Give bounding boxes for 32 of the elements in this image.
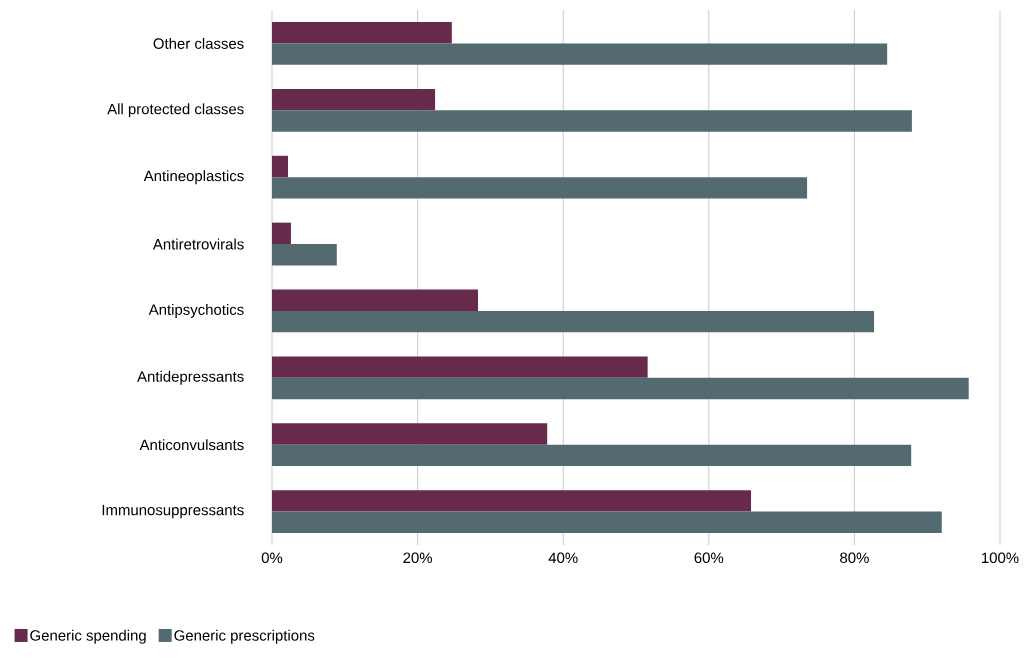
y-tick-label: Anticonvulsants <box>139 439 244 451</box>
bar <box>272 511 942 533</box>
legend-label: Generic prescriptions <box>174 629 315 644</box>
bar <box>272 88 436 111</box>
y-tick-label: Antidepressants <box>137 370 244 385</box>
bar <box>272 22 452 44</box>
bar <box>272 43 888 65</box>
bar <box>272 356 648 378</box>
bar <box>272 110 912 132</box>
bar <box>272 423 548 445</box>
bar <box>272 289 479 311</box>
x-tick-label: 40% <box>548 552 578 564</box>
y-tick-label: All protected classes <box>107 103 244 118</box>
bar <box>272 177 808 199</box>
x-tick-label: 100% <box>982 552 1019 564</box>
x-tick-label: 20% <box>403 552 433 564</box>
y-tick-label: Antineoplastics <box>143 170 244 185</box>
y-tick-label: Other classes <box>153 37 244 49</box>
bar <box>272 310 875 333</box>
y-tick-label: Immunosuppressants <box>102 504 244 519</box>
y-tick-label: Antiretrovirals <box>152 238 244 250</box>
bar <box>272 377 969 400</box>
bar <box>272 444 912 467</box>
bar <box>272 490 752 512</box>
x-tick-label: 60% <box>694 552 724 564</box>
bar <box>272 244 337 266</box>
x-tick-label: 80% <box>840 552 869 564</box>
bar <box>272 155 289 178</box>
y-tick-label: Antipsychotics <box>148 303 244 318</box>
bar <box>272 222 291 245</box>
x-tick-label: 0% <box>261 552 283 564</box>
legend-label: Generic spending <box>30 629 146 644</box>
